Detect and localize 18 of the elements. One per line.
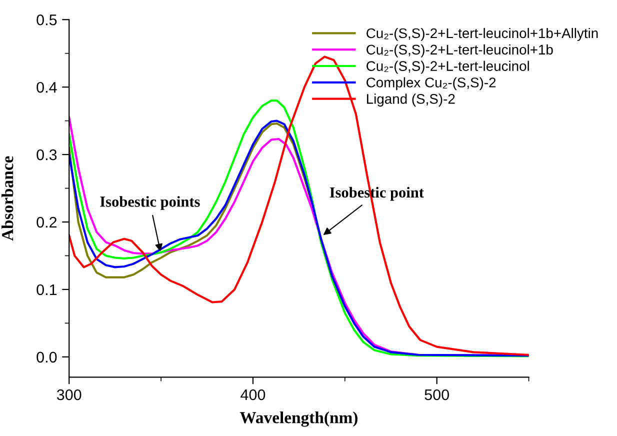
y-tick-label: 0.4 [36,82,57,93]
x-tick-label: 500 [424,389,449,400]
x-tick-label: 300 [56,389,82,400]
y-tick-label: 0.2 [36,216,57,228]
y-tick-label: 0.3 [36,149,57,160]
line-series [69,56,529,356]
annotation: Isobestic points [100,196,200,210]
legend-label: Cu₂-(S,S)-2+L-tert-leucinol [366,60,529,74]
x-tick-label: 400 [240,389,266,400]
y-tick-label: 0.0 [36,352,57,363]
legend-label: Complex Cu₂-(S,S)-2 [366,77,496,90]
y-axis-title: Absorbance [2,156,14,241]
x-axis-title: Wavelength(nm) [240,412,358,427]
legend-label: Cu₂-(S,S)-2+L-tert-leucinol+1b+Allytin [366,28,598,41]
legend-label: Cu₂-(S,S)-2+L-tert-leucinol+1b [366,44,553,58]
y-tick-label: 0.1 [36,284,57,296]
legend-label: Ligand (S,S)-2 [367,94,455,107]
y-tick-label: 0.5 [36,14,57,26]
